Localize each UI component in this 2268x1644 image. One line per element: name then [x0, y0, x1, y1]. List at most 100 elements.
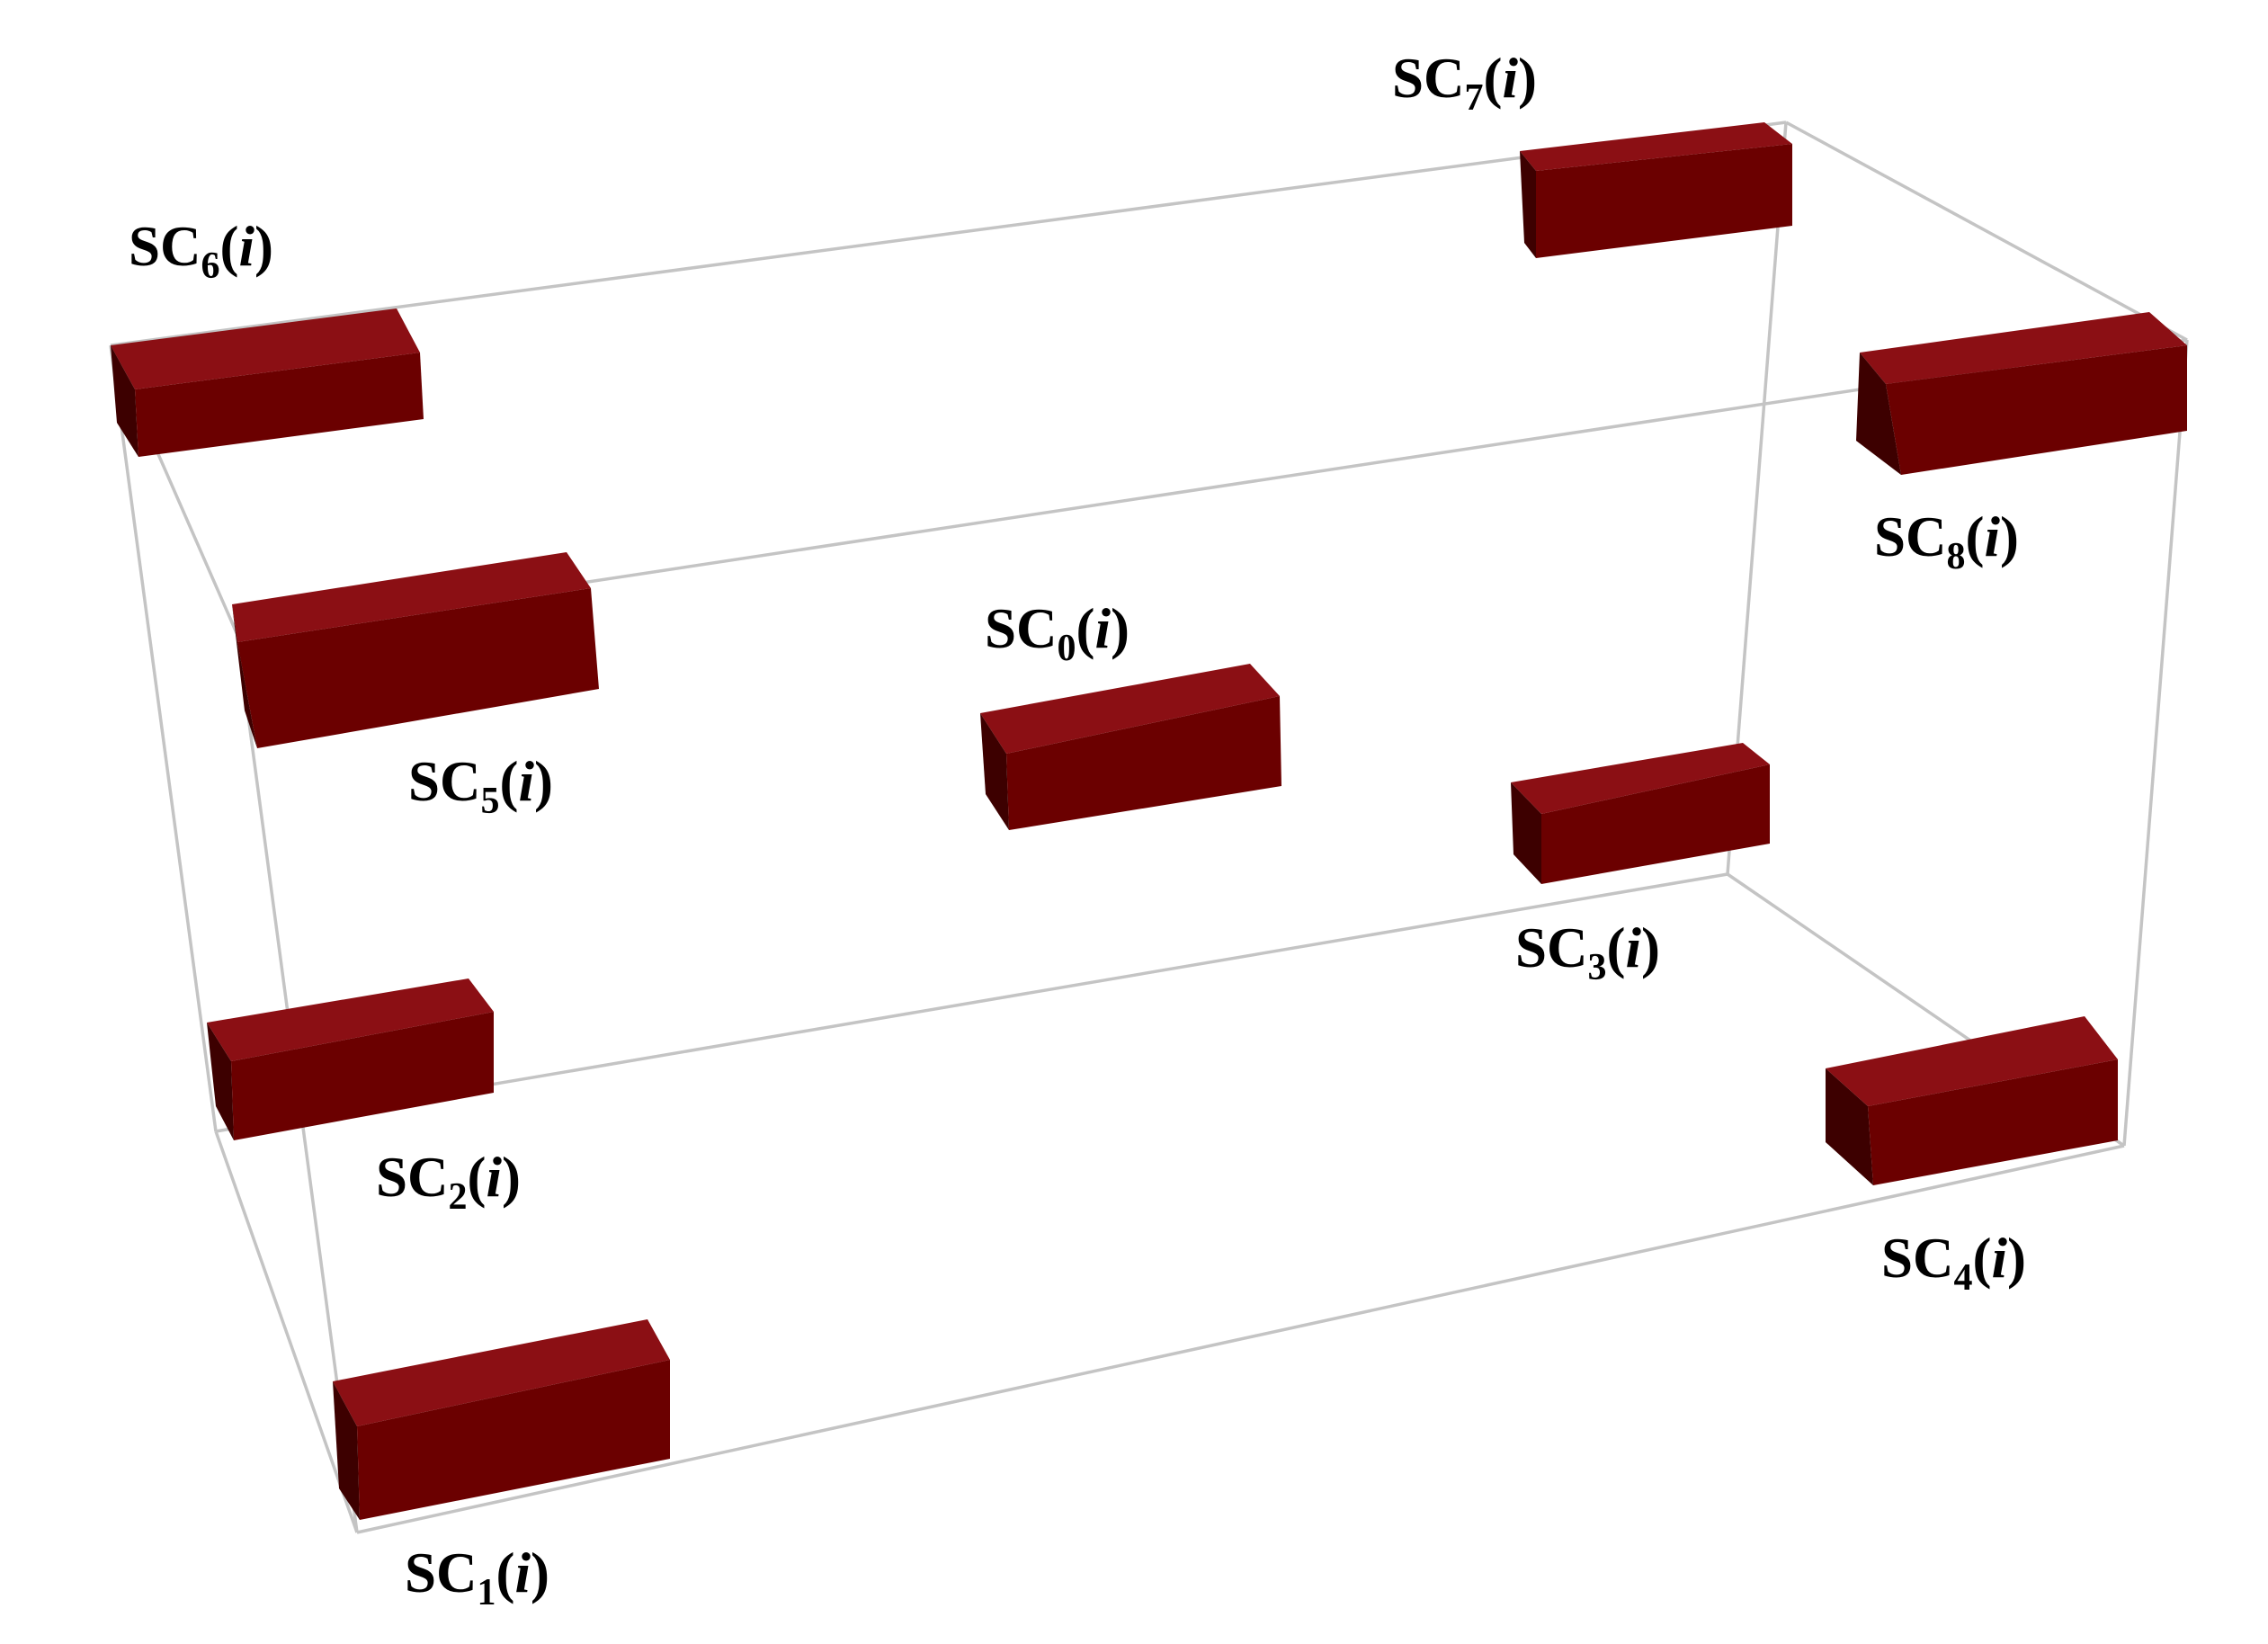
frame-edge [1785, 121, 2188, 342]
label-close-paren: ) [531, 1541, 549, 1604]
label-sc7: SC7(i) [1392, 47, 1537, 119]
box-top-face [111, 308, 420, 389]
label-argument: i [1626, 916, 1642, 979]
label-close-paren: ) [534, 750, 553, 813]
label-prefix: SC [1515, 916, 1588, 979]
label-argument: i [239, 215, 255, 278]
label-prefix: SC [376, 1146, 449, 1209]
label-argument: i [515, 1541, 531, 1604]
box-side-face [111, 345, 138, 457]
subcell-box-sc7 [1520, 122, 1792, 258]
box-side-face [207, 1023, 234, 1140]
label-prefix: SC [1874, 505, 1947, 568]
label-close-paren: ) [1518, 47, 1537, 110]
subcell-box-sc4 [1826, 1016, 2118, 1185]
label-sc4: SC4(i) [1881, 1227, 2026, 1299]
box-front-face [1541, 764, 1770, 884]
box-side-face [980, 713, 1009, 830]
label-subscript: 0 [1058, 628, 1076, 669]
box-front-face [357, 1360, 670, 1520]
subcell-box-sc5 [232, 552, 599, 748]
label-close-paren: ) [2000, 505, 2019, 568]
label-prefix: SC [985, 597, 1058, 660]
label-sc3: SC3(i) [1515, 916, 1660, 988]
label-subscript: 2 [449, 1176, 468, 1218]
box-side-face [1511, 782, 1541, 884]
label-sc2: SC2(i) [376, 1146, 521, 1218]
box-top-face [207, 978, 494, 1061]
frame-edge [356, 1144, 2125, 1534]
box-top-face [232, 552, 591, 642]
label-prefix: SC [1392, 47, 1465, 110]
label-close-paren: ) [502, 1146, 521, 1209]
label-subscript: 8 [1947, 536, 1966, 577]
box-front-face [1886, 345, 2187, 475]
label-open-paren: ( [500, 750, 519, 813]
frame-edge [2122, 339, 2189, 1147]
label-open-paren: ( [1076, 597, 1095, 660]
label-prefix: SC [129, 215, 201, 278]
box-top-face [1511, 743, 1770, 814]
box-side-face [1856, 353, 1901, 475]
label-open-paren: ( [220, 215, 239, 278]
label-argument: i [519, 750, 535, 813]
box-top-face [1826, 1016, 2118, 1106]
label-subscript: 6 [201, 246, 220, 287]
label-argument: i [487, 1146, 503, 1209]
label-open-paren: ( [1484, 47, 1503, 110]
frame-edge [110, 121, 1787, 347]
label-open-paren: ( [1973, 1227, 1992, 1290]
box-front-face [1868, 1059, 2118, 1185]
label-close-paren: ) [1641, 916, 1660, 979]
label-close-paren: ) [1111, 597, 1130, 660]
label-sc6: SC6(i) [129, 215, 273, 287]
label-argument: i [1503, 47, 1519, 110]
label-argument: i [1992, 1227, 2008, 1290]
box-front-face [135, 353, 424, 457]
subcell-box-sc3 [1511, 743, 1770, 884]
label-close-paren: ) [2007, 1227, 2026, 1290]
box-top-face [333, 1319, 670, 1426]
box-top-face [1520, 122, 1792, 171]
subcell-box-sc2 [207, 978, 494, 1140]
label-sc5: SC5(i) [408, 750, 553, 822]
label-argument: i [1985, 505, 2001, 568]
label-prefix: SC [405, 1541, 478, 1604]
box-side-face [1826, 1068, 1873, 1185]
label-open-paren: ( [1607, 916, 1626, 979]
frame-edge [214, 1130, 359, 1533]
label-open-paren: ( [496, 1541, 515, 1604]
label-open-paren: ( [468, 1146, 487, 1209]
label-subscript: 1 [478, 1572, 496, 1613]
subcell-boxes [111, 122, 2187, 1520]
label-prefix: SC [1881, 1227, 1954, 1290]
box-front-face [1006, 696, 1281, 830]
box-side-face [333, 1381, 360, 1520]
label-prefix: SC [408, 750, 481, 813]
box-top-face [1860, 312, 2187, 384]
box-front-face [1536, 144, 1792, 258]
label-subscript: 4 [1954, 1257, 1973, 1299]
frame-edges [109, 121, 2189, 1534]
label-sc0: SC0(i) [985, 597, 1130, 669]
box-front-face [237, 588, 599, 748]
box-top-face [980, 664, 1280, 754]
box-front-face [231, 1012, 494, 1140]
label-open-paren: ( [1966, 505, 1985, 568]
subcell-box-sc6 [111, 308, 424, 457]
label-subscript: 7 [1465, 77, 1484, 119]
subcell-box-sc0 [980, 664, 1281, 830]
subcell-box-sc1 [333, 1319, 670, 1520]
label-close-paren: ) [254, 215, 273, 278]
label-argument: i [1095, 597, 1112, 660]
label-sc8: SC8(i) [1874, 505, 2019, 577]
label-subscript: 3 [1588, 947, 1607, 988]
frame-edge [109, 344, 218, 1132]
subcell-box-sc8 [1856, 312, 2187, 475]
label-sc1: SC1(i) [405, 1541, 549, 1613]
subcell-labels: SC0(i)SC1(i)SC2(i)SC3(i)SC4(i)SC5(i)SC6(… [129, 47, 2026, 1613]
box-side-face [1520, 151, 1536, 258]
label-subscript: 5 [481, 781, 500, 822]
